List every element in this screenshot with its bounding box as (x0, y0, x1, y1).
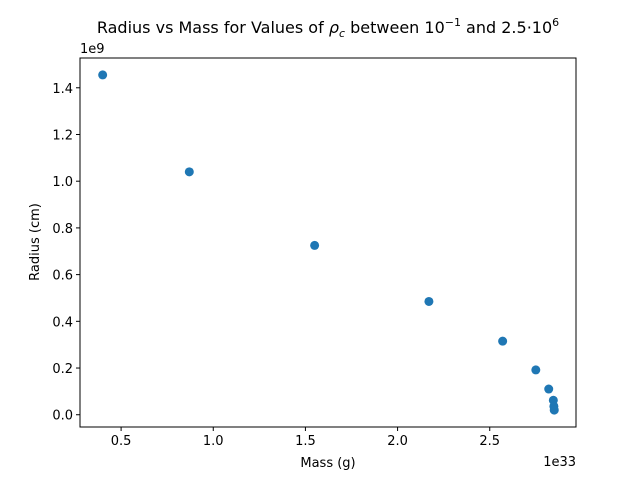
x-tick-label: 1.0 (203, 434, 224, 449)
y-tick-label: 0.6 (52, 269, 73, 284)
y-axis-label: Radius (cm) (28, 203, 43, 281)
scatter-point (544, 384, 554, 394)
y-tick-label: 0.0 (52, 409, 73, 424)
plot-frame (79, 57, 577, 428)
scatter-point (184, 167, 194, 177)
x-axis-ticks: 0.5 1.0 1.5 2.0 2.5 (111, 427, 500, 449)
scatter-point (531, 365, 541, 375)
y-axis-ticks: 0.0 0.2 0.4 0.6 0.8 1.0 1.2 1.4 (52, 82, 80, 424)
y-tick-label: 0.8 (52, 222, 73, 237)
scatter-point (424, 296, 434, 306)
scatter-point (98, 70, 108, 80)
x-tick-label: 2.0 (387, 434, 408, 449)
x-axis-label: Mass (g) (300, 456, 355, 471)
y-tick-label: 0.4 (52, 315, 73, 330)
x-tick-label: 0.5 (111, 434, 132, 449)
y-offset-label: 1e9 (80, 42, 105, 57)
y-tick-label: 1.0 (52, 175, 73, 190)
chart-title: Radius vs Mass for Values of ρc between … (97, 16, 559, 40)
x-offset-label: 1e33 (543, 455, 576, 470)
x-tick-label: 2.5 (479, 434, 500, 449)
scatter-point (498, 336, 508, 346)
y-tick-label: 1.2 (52, 128, 73, 143)
scatter-point (310, 240, 320, 250)
x-tick-label: 1.5 (295, 434, 316, 449)
data-points (98, 70, 559, 415)
y-tick-label: 1.4 (52, 82, 73, 97)
y-tick-label: 0.2 (52, 362, 73, 377)
scatter-point (549, 405, 559, 415)
